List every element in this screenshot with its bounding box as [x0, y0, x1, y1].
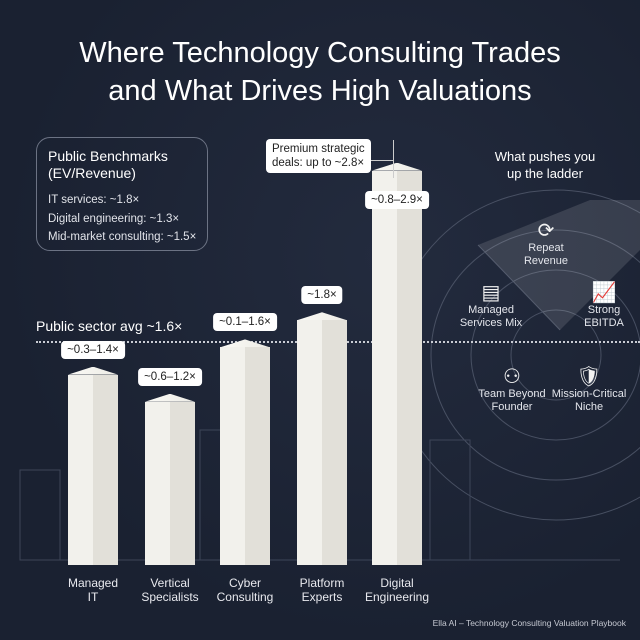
category-label-line: Cyber	[228, 576, 261, 590]
category-label: Digital Engineering	[352, 576, 442, 604]
category-label: Managed IT	[48, 576, 138, 604]
shield-lock-icon: 🛡	[576, 366, 602, 388]
page-title: Where Technology Consulting Trades and W…	[0, 34, 640, 110]
driver-label: Mission-Critical	[551, 388, 627, 400]
callout-line-text: deals: up to ~2.8×	[272, 157, 365, 169]
category-label-line: Consulting	[216, 590, 274, 604]
driver-mission-critical: 🛡 Mission-Critical Niche	[534, 366, 640, 414]
callout-line-text: Premium strategic	[272, 143, 365, 155]
category-label: Platform Experts	[277, 576, 367, 604]
heading-line: (EV/Revenue)	[48, 165, 136, 181]
category-label-line: Platform	[299, 576, 345, 590]
category-label: Cyber Consulting	[200, 576, 290, 604]
driver-label: EBITDA	[584, 317, 624, 329]
driver-label: Managed	[468, 304, 514, 316]
callout-line	[393, 140, 394, 178]
driver-managed-services: ▤ Managed Services Mix	[436, 282, 546, 330]
range-label: ~0.6–1.2×	[138, 367, 202, 386]
category-label-line: Experts	[301, 590, 343, 604]
range-label: ~0.8–2.9×	[365, 190, 429, 209]
document-stack-icon: ▤	[481, 282, 501, 304]
driver-repeat-revenue: ⟳ Repeat Revenue	[491, 220, 601, 268]
driver-label: Founder	[491, 401, 533, 413]
heading-line: up the ladder	[507, 166, 583, 181]
category-label-line: IT	[87, 590, 99, 604]
benchmark-item: Mid-market consulting: ~1.5×	[48, 231, 197, 243]
title-line: Where Technology Consulting Trades	[79, 37, 561, 69]
heading-line: Public Benchmarks	[48, 148, 168, 164]
bar-managed-it	[68, 374, 118, 565]
benchmark-item: IT services: ~1.8×	[48, 194, 140, 206]
benchmark-item: Digital engineering: ~1.3×	[48, 212, 180, 225]
range-label: ~0.3–1.4×	[61, 340, 125, 359]
premium-callout: Premium strategic deals: up to ~2.8×	[266, 139, 371, 173]
heading-line: What pushes you	[494, 149, 596, 164]
category-label: Vertical Specialists	[125, 576, 215, 604]
category-label-line: Digital	[380, 576, 414, 590]
growth-chart-icon: 📈	[591, 282, 617, 304]
category-label-line: Managed	[67, 576, 119, 590]
driver-label: Revenue	[523, 255, 569, 267]
range-label: ~1.8×	[301, 286, 343, 305]
footer: Ella AI – Technology Consulting Valuatio…	[432, 618, 626, 628]
org-chart-icon: ⚇	[503, 366, 521, 388]
callout-tick	[352, 160, 393, 161]
bar-cyber-consulting	[220, 347, 270, 565]
reference-line-label: Public sector avg ~1.6×	[36, 318, 183, 334]
range-label: ~0.1–1.6×	[213, 313, 277, 332]
category-label-line: Engineering	[364, 590, 430, 604]
bar-vertical-specialists	[145, 401, 195, 565]
driver-team-beyond-founder: ⚇ Team Beyond Founder	[457, 366, 567, 414]
benchmarks-heading: Public Benchmarks (EV/Revenue)	[48, 148, 207, 182]
driver-label: Team Beyond	[478, 388, 546, 400]
refresh-icon: ⟳	[537, 220, 555, 242]
driver-label: Services Mix	[459, 317, 523, 329]
title-line: and What Drives High Valuations	[108, 75, 532, 107]
driver-label: Strong	[587, 304, 621, 316]
category-label-line: Specialists	[141, 590, 199, 604]
driver-label: Niche	[574, 401, 604, 413]
driver-label: Repeat	[528, 242, 564, 254]
drivers-heading: What pushes you up the ladder	[470, 148, 620, 182]
benchmarks-box: Public Benchmarks (EV/Revenue) IT servic…	[36, 137, 208, 251]
category-label-line: Vertical	[150, 576, 190, 590]
bar-digital-engineering	[372, 170, 422, 565]
driver-strong-ebitda: 📈 Strong EBITDA	[549, 282, 640, 330]
bar-platform-experts	[297, 320, 347, 565]
